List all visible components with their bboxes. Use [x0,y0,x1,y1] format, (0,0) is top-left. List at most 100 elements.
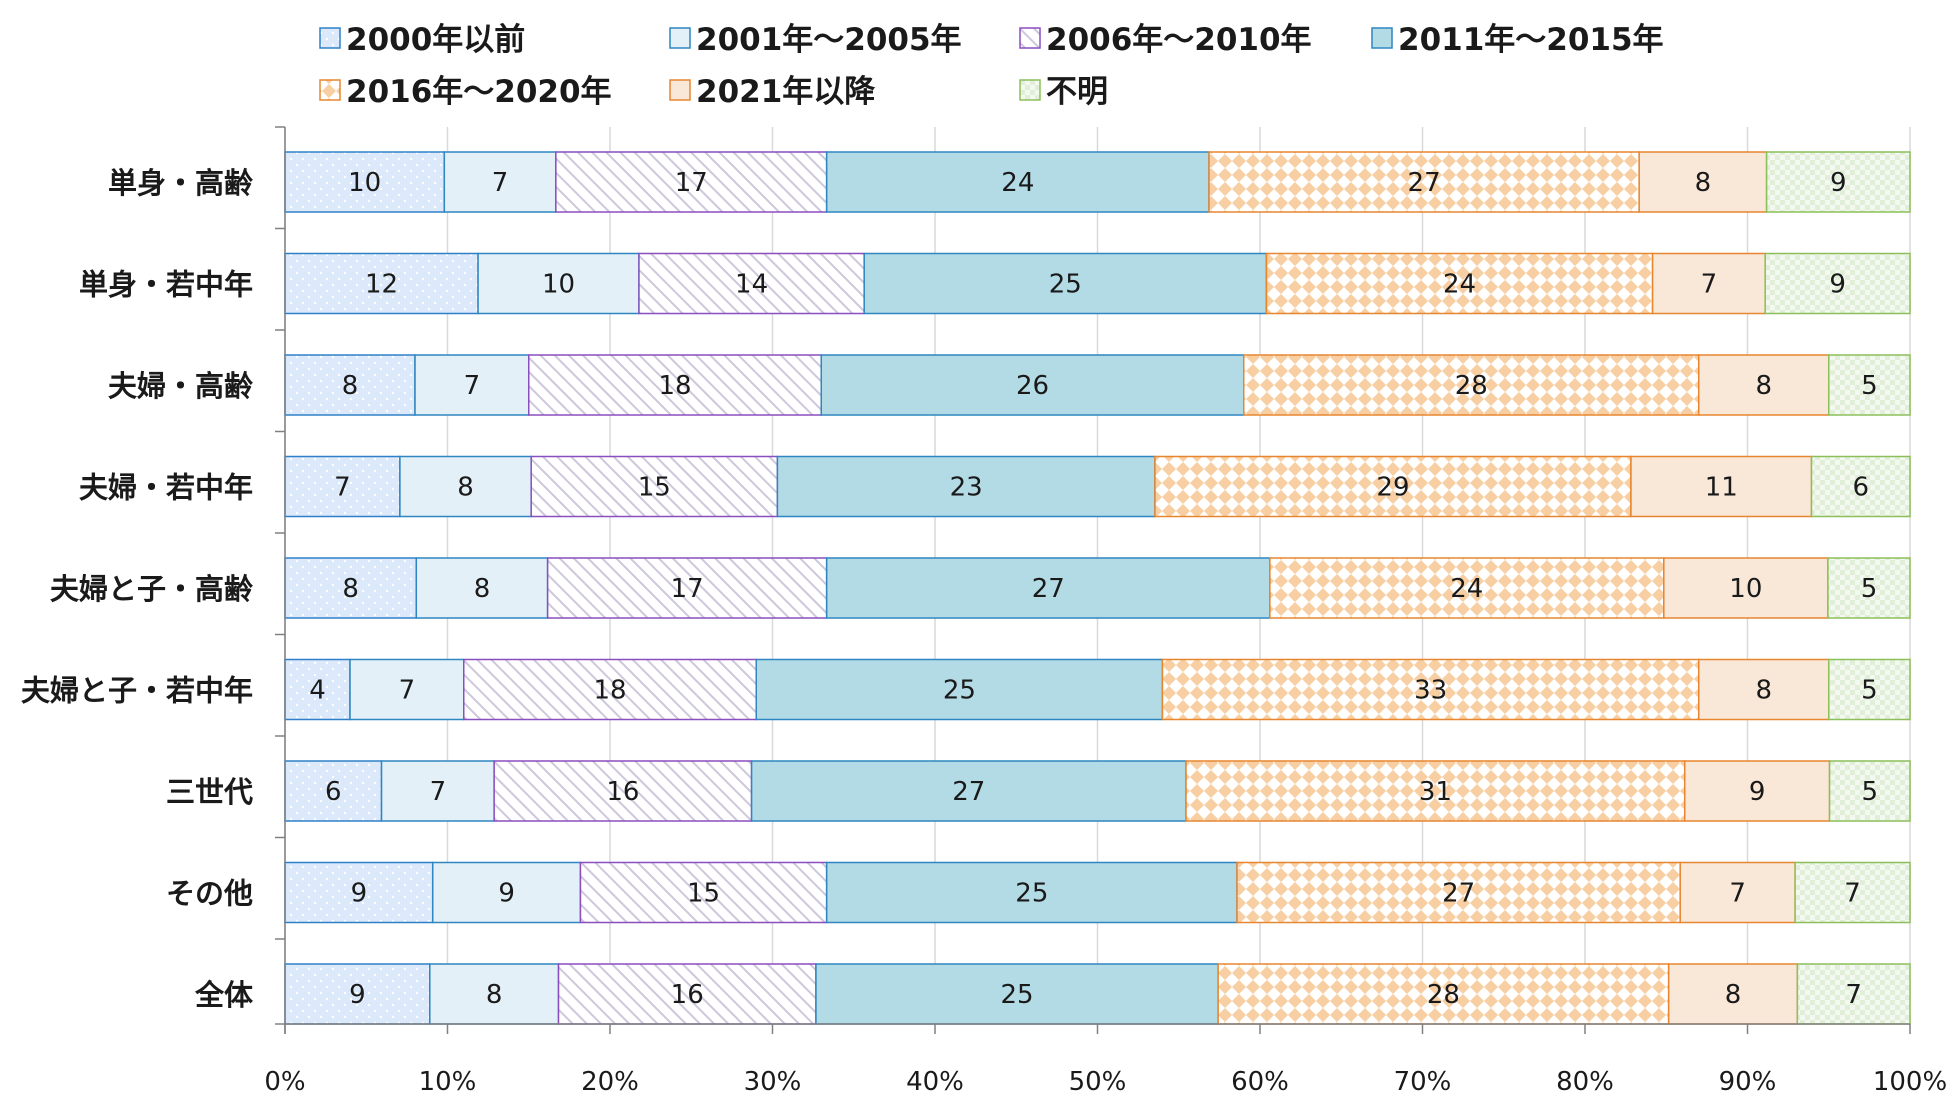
bar-segment [429,963,560,1025]
legend-swatch [669,79,691,101]
category-label: 単身・高齢 [108,166,254,200]
x-tick-label: 0% [264,1067,305,1097]
data-label: 15 [687,879,720,909]
data-label: 15 [638,473,671,503]
data-label: 14 [735,270,768,300]
category-label: 三世代 [166,775,253,809]
bar-segment [1630,455,1813,518]
legend-swatch [319,79,341,101]
legend-swatch [1371,27,1393,49]
x-tick-label: 90% [1719,1067,1777,1097]
legend-label: 不明 [1046,74,1108,110]
bar-segment [1796,963,1911,1025]
bar-segment [284,861,434,924]
legend-label: 2016年～2020年 [346,74,612,110]
legend: 2000年以前 2001年～2005年 2006年～2010年 2011年～2015年… [319,22,1664,110]
data-label: 28 [1427,980,1460,1010]
bar-segment [1651,252,1766,315]
data-label: 8 [1725,980,1742,1010]
data-label: 6 [325,777,342,807]
data-label: 5 [1861,371,1878,401]
bar-segment [284,658,351,721]
data-label: 5 [1861,676,1878,706]
bar-segment [1154,455,1632,518]
bar-segment [579,861,828,924]
bar-segment [863,252,1268,315]
bar-segment [557,963,817,1025]
legend-label: 2001年～2005年 [696,22,962,58]
bar-segment [284,963,431,1025]
bar-segment [1827,557,1911,619]
bar-segment [415,557,549,619]
bar-segment [431,861,582,924]
data-label: 7 [492,168,509,198]
data-label: 29 [1376,473,1409,503]
data-label: 7 [1844,879,1861,909]
category-label: 夫婦・若中年 [79,471,253,505]
data-label: 8 [342,574,359,604]
bar-segment [1265,252,1654,315]
bar-segment [1794,861,1911,924]
data-label: 9 [1830,168,1847,198]
category-label: 単身・若中年 [79,268,253,302]
bar-segment [638,252,865,315]
bar-segment [284,354,416,416]
data-label: 27 [952,777,985,807]
bar-segment [530,455,779,518]
data-label: 7 [464,371,481,401]
data-label: 9 [349,980,366,1010]
data-label: 24 [1450,574,1483,604]
bar-segment [528,354,822,416]
bar-segment [1828,658,1911,721]
data-label: 18 [593,676,626,706]
bar-segment [1828,760,1911,822]
bars: 10 7 17 24 27 8 9 12 10 14 25 24 7 9 8 7 18 26 28 8 5 7 8 15 23 2… [284,151,1911,1025]
data-label: 7 [334,473,351,503]
category-label: その他 [166,877,253,911]
bar-segment [815,963,1219,1025]
category-label: 夫婦・高齢 [108,369,254,403]
data-label: 7 [399,676,416,706]
data-label: 9 [351,879,368,909]
data-label: 6 [1852,473,1869,503]
bar-segment [1663,557,1829,619]
bar-segment [1810,455,1911,518]
data-label: 25 [943,676,976,706]
bar-segment [399,455,532,518]
bar-segment [1269,557,1665,619]
bar-segment [443,151,557,213]
bar-segment [776,455,1156,518]
data-label: 17 [675,168,708,198]
data-label: 10 [348,168,381,198]
bar-segment [825,861,1238,924]
bar-segment [349,658,465,721]
data-label: 23 [950,473,983,503]
data-label: 8 [457,473,474,503]
data-label: 8 [1755,371,1772,401]
bar-segment [820,354,1245,416]
bar-segment [1185,760,1686,822]
data-label: 8 [486,980,503,1010]
bar-segment [1765,151,1911,213]
data-label: 8 [1695,168,1712,198]
data-label: 12 [365,270,398,300]
bar-segment [477,252,640,315]
bar-segment [1684,760,1831,822]
bar-segment [463,658,757,721]
data-label: 24 [1001,168,1034,198]
data-label: 11 [1705,473,1738,503]
data-label: 16 [606,777,639,807]
legend-swatch [1019,79,1041,101]
data-label: 24 [1443,270,1476,300]
data-label: 25 [1001,980,1034,1010]
bar-segment [284,151,446,213]
bar-segment [414,354,530,416]
data-label: 33 [1414,676,1447,706]
data-label: 9 [1829,270,1846,300]
data-label: 27 [1408,168,1441,198]
bar-segment [825,557,1271,619]
bar-segment [1208,151,1640,213]
axes: 単身・高齢単身・若中年夫婦・高齢夫婦・若中年夫婦と子・高齢夫婦と子・若中年三世代… [21,126,1947,1097]
bar-segment [1236,861,1681,924]
